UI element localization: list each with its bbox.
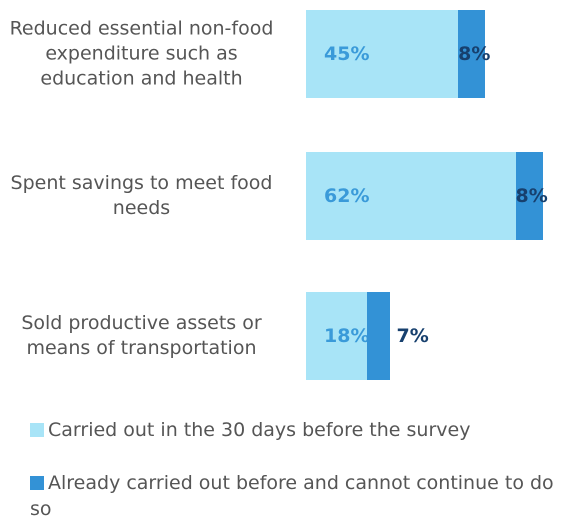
value-label: 45% — [324, 43, 370, 65]
legend-item: Carried out in the 30 days before the su… — [30, 417, 563, 443]
bar-segment — [306, 292, 367, 380]
bar-segment — [306, 152, 516, 240]
value-label: 62% — [324, 185, 370, 207]
bar-segment — [366, 292, 391, 380]
legend-item: Already carried out before and cannot co… — [30, 470, 563, 517]
value-label: 18% — [324, 325, 370, 347]
category-label: Spent savings to meet food needs — [10, 172, 273, 219]
legend-label: Carried out in the 30 days before the su… — [48, 419, 471, 441]
legend-swatch — [30, 476, 44, 490]
legend-label: Already carried out before and cannot co… — [30, 472, 554, 517]
category-label: Sold productive assets or means of trans… — [21, 312, 262, 359]
value-label: 7% — [396, 325, 429, 347]
value-label: 8% — [515, 185, 548, 207]
value-label: 8% — [458, 43, 491, 65]
bar-segment — [515, 152, 543, 240]
legend-swatch — [30, 423, 44, 437]
bar-segment — [458, 10, 486, 98]
bar-segment — [306, 10, 459, 98]
category-label: Reduced essential non-food expenditure s… — [9, 17, 274, 90]
